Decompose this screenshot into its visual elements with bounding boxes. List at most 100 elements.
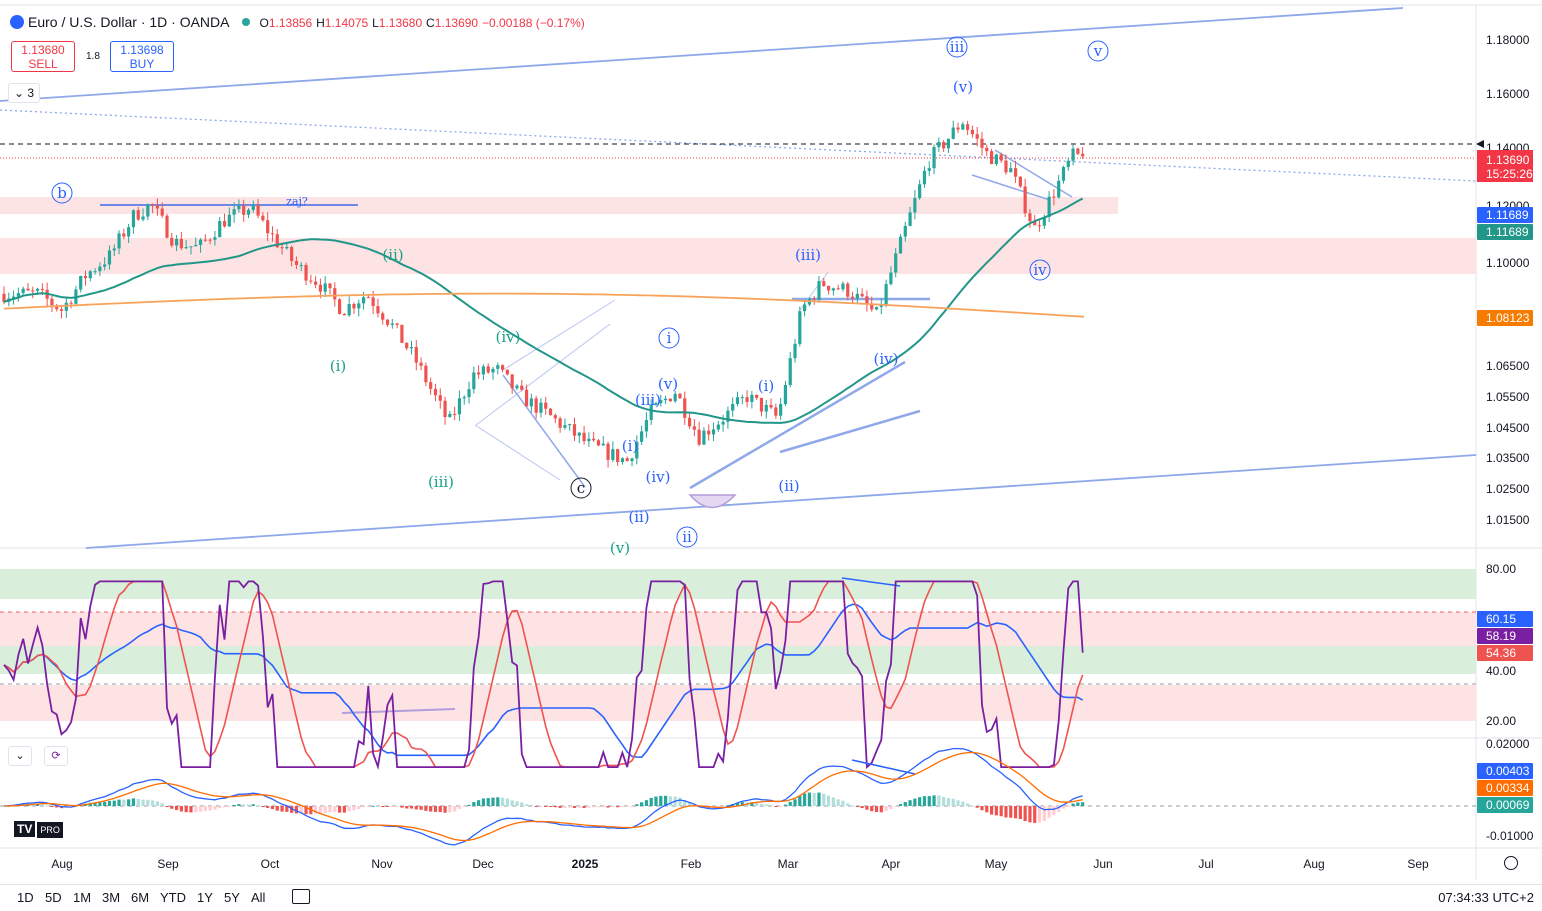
candle-body bbox=[352, 303, 356, 309]
rsi-ma-tag-bg bbox=[1477, 645, 1533, 661]
candle-body bbox=[496, 365, 500, 369]
macd-histogram-bar bbox=[548, 806, 553, 807]
macd-histogram-bar bbox=[870, 806, 874, 812]
candle-body bbox=[433, 388, 438, 396]
candle-body bbox=[1061, 167, 1066, 181]
tradingview-logo: TV PRO bbox=[14, 820, 84, 838]
macd-histogram-bar bbox=[683, 800, 687, 806]
calendar-icon[interactable] bbox=[292, 889, 310, 904]
rsi-tick-label: 20.00 bbox=[1486, 714, 1516, 728]
timeframe-button-5d[interactable]: 5D bbox=[45, 890, 62, 905]
candle-body bbox=[716, 424, 720, 430]
candle-body bbox=[117, 233, 121, 249]
pane-collapse-button[interactable]: ⌄ bbox=[8, 746, 32, 766]
macd-histogram-bar bbox=[592, 806, 596, 808]
macd-histogram-bar bbox=[160, 803, 164, 806]
price-tick-label: 1.03500 bbox=[1486, 451, 1530, 465]
macd-histogram-bar bbox=[55, 806, 59, 808]
price-tick-label: 1.02500 bbox=[1486, 482, 1530, 496]
macd-histogram-bar bbox=[194, 806, 198, 813]
macd-histogram-bar bbox=[1023, 806, 1027, 822]
candle-body bbox=[841, 283, 845, 290]
macd-histogram-bar bbox=[491, 797, 495, 806]
timeframe-button-1m[interactable]: 1M bbox=[73, 890, 92, 905]
macd-histogram-bar bbox=[966, 803, 970, 806]
symbol-title[interactable]: Euro / U.S. Dollar · 1D · OANDA bbox=[28, 14, 230, 30]
candle-body bbox=[222, 221, 227, 227]
change-value: −0.00188 (−0.17%) bbox=[482, 16, 585, 30]
candle-body bbox=[112, 248, 116, 251]
buy-button[interactable]: 1.13698 BUY bbox=[110, 41, 174, 72]
timeframe-button-5y[interactable]: 5Y bbox=[224, 890, 240, 905]
wave-label: (v) bbox=[610, 539, 630, 557]
indicators-collapse-button[interactable]: ⌄ 3 bbox=[8, 83, 41, 103]
candle-body bbox=[635, 441, 639, 459]
timeframe-button-ytd[interactable]: YTD bbox=[160, 890, 186, 905]
sell-button[interactable]: 1.13680 SELL bbox=[11, 41, 75, 72]
candle-body bbox=[769, 404, 773, 408]
macd-histogram-bar bbox=[424, 806, 428, 811]
macd-histogram-bar bbox=[1009, 806, 1013, 818]
macd-histogram-bar bbox=[366, 806, 370, 807]
candle-body bbox=[966, 124, 970, 130]
time-tick-label: Sep bbox=[1407, 857, 1429, 871]
globe-icon bbox=[10, 15, 24, 29]
price-tick-label: 1.01500 bbox=[1486, 513, 1530, 527]
candle-body bbox=[1033, 221, 1037, 226]
macd-histogram-bar bbox=[232, 804, 236, 806]
low-value: 1.13680 bbox=[378, 16, 423, 30]
macd-histogram-bar bbox=[467, 804, 471, 806]
macd-histogram-bar bbox=[184, 806, 188, 813]
macd-histogram-bar bbox=[520, 802, 524, 806]
macd-histogram-bar bbox=[151, 800, 155, 806]
timeframe-button-1d[interactable]: 1D bbox=[17, 890, 34, 905]
wave-circle bbox=[676, 526, 698, 548]
macd-histogram-bar bbox=[189, 806, 193, 813]
candle-body bbox=[683, 398, 687, 418]
timeframe-button-all[interactable]: All bbox=[251, 890, 266, 905]
macd-histogram-bar bbox=[678, 797, 682, 806]
macd-histogram-bar bbox=[222, 806, 227, 808]
settings-gear-icon[interactable] bbox=[1504, 856, 1518, 870]
macd-histogram-bar bbox=[980, 806, 984, 811]
candle-body bbox=[668, 398, 672, 402]
candle-body bbox=[826, 285, 831, 291]
macd-histogram-bar bbox=[961, 801, 965, 806]
candle-body bbox=[946, 138, 951, 149]
candle-body bbox=[2, 293, 6, 302]
timeframe-button-6m[interactable]: 6M bbox=[131, 890, 150, 905]
macd-histogram-bar bbox=[213, 806, 217, 810]
macd-histogram-bar bbox=[572, 806, 577, 809]
candle-body bbox=[409, 347, 414, 349]
pane-refresh-button[interactable]: ⟳ bbox=[44, 746, 68, 766]
price-tick-label: 1.18000 bbox=[1486, 33, 1530, 47]
macd-histogram-bar bbox=[668, 796, 672, 806]
candle-body bbox=[438, 395, 442, 401]
macd-histogram-bar bbox=[985, 806, 989, 813]
candle-body bbox=[515, 385, 519, 389]
time-tick-label: Aug bbox=[1303, 857, 1324, 871]
macd-histogram-bar bbox=[510, 800, 514, 806]
time-tick-label: Jun bbox=[1093, 857, 1112, 871]
candle-body bbox=[69, 302, 73, 304]
macd-histogram-bar bbox=[179, 806, 183, 812]
macd-histogram-bar bbox=[879, 806, 883, 813]
macd-histogram-bar bbox=[716, 806, 720, 808]
wave-label: b bbox=[57, 184, 67, 202]
candle-body bbox=[1009, 168, 1013, 173]
candle-body bbox=[702, 430, 706, 445]
candle-body bbox=[462, 397, 466, 399]
macd-histogram-bar bbox=[994, 806, 998, 816]
candle-body bbox=[1013, 168, 1018, 177]
macd-histogram-bar bbox=[860, 806, 864, 809]
resistance-zone-upper bbox=[0, 197, 1118, 214]
candle-body bbox=[759, 397, 764, 412]
macd-histogram-bar bbox=[1018, 806, 1022, 820]
candle-body bbox=[318, 284, 323, 292]
candle-body bbox=[184, 247, 188, 249]
macd-histogram-bar bbox=[122, 799, 126, 806]
close-value: 1.13690 bbox=[434, 16, 479, 30]
timeframe-button-1y[interactable]: 1Y bbox=[197, 890, 213, 905]
timeframe-button-3m[interactable]: 3M bbox=[102, 890, 121, 905]
